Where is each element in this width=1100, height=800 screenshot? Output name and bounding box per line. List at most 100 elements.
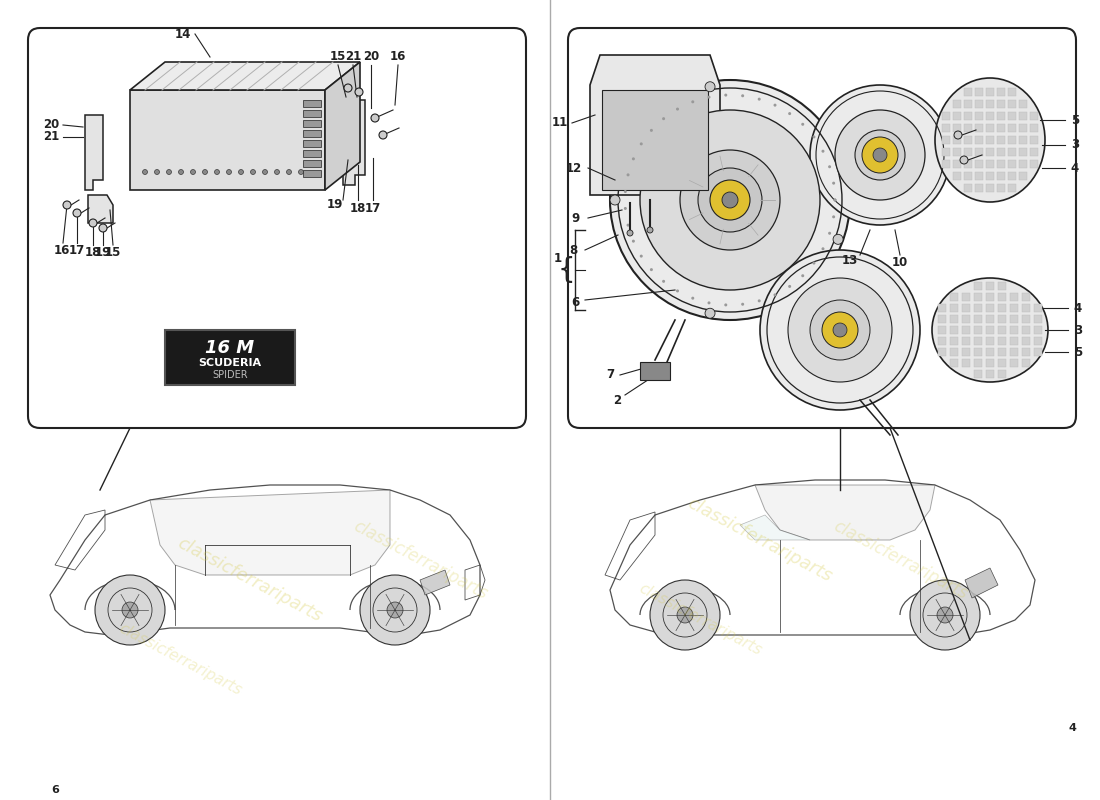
Text: 17: 17 xyxy=(69,245,85,258)
Circle shape xyxy=(862,137,898,173)
Circle shape xyxy=(154,170,160,174)
Circle shape xyxy=(631,158,635,160)
Text: SCUDERIA: SCUDERIA xyxy=(198,358,262,368)
Text: 17: 17 xyxy=(365,202,381,214)
Bar xyxy=(1008,172,1016,180)
Text: 21: 21 xyxy=(345,50,361,63)
Bar xyxy=(302,130,321,137)
Bar xyxy=(997,112,1005,120)
Polygon shape xyxy=(740,515,810,540)
Text: 1: 1 xyxy=(554,251,562,265)
Bar xyxy=(942,136,950,144)
Circle shape xyxy=(275,170,279,174)
Bar xyxy=(962,293,970,301)
Text: 4: 4 xyxy=(1074,302,1082,314)
Text: 12: 12 xyxy=(565,162,582,174)
Bar xyxy=(1019,148,1027,156)
Bar xyxy=(986,184,994,192)
Circle shape xyxy=(676,290,679,293)
Bar xyxy=(964,184,972,192)
Text: SPIDER: SPIDER xyxy=(212,370,248,380)
Bar xyxy=(1010,293,1018,301)
Bar xyxy=(953,172,961,180)
Circle shape xyxy=(610,195,620,205)
Circle shape xyxy=(724,94,727,97)
Bar xyxy=(1034,348,1042,356)
Circle shape xyxy=(640,142,642,146)
Bar xyxy=(986,359,994,367)
Bar xyxy=(997,184,1005,192)
Circle shape xyxy=(662,280,665,283)
Bar xyxy=(997,172,1005,180)
Circle shape xyxy=(828,166,832,168)
Bar xyxy=(964,136,972,144)
Bar xyxy=(975,88,983,96)
Circle shape xyxy=(724,303,727,306)
Circle shape xyxy=(834,198,836,202)
Text: 15: 15 xyxy=(330,50,346,63)
Text: 19: 19 xyxy=(95,246,111,259)
Bar xyxy=(975,124,983,132)
Bar xyxy=(997,136,1005,144)
Circle shape xyxy=(662,117,665,120)
Text: classicferrariparts: classicferrariparts xyxy=(636,582,764,658)
Circle shape xyxy=(676,607,693,623)
Text: 16 M: 16 M xyxy=(206,339,254,357)
Bar xyxy=(998,326,1006,334)
Bar xyxy=(964,148,972,156)
Bar xyxy=(964,124,972,132)
Text: 21: 21 xyxy=(43,130,59,143)
Circle shape xyxy=(758,98,761,101)
Polygon shape xyxy=(590,55,720,195)
Circle shape xyxy=(63,201,72,209)
Bar xyxy=(1008,136,1016,144)
Text: 6: 6 xyxy=(51,785,59,795)
Circle shape xyxy=(813,262,815,265)
Bar xyxy=(974,282,982,290)
Circle shape xyxy=(95,575,165,645)
Bar xyxy=(986,370,994,378)
Circle shape xyxy=(722,192,738,208)
Bar xyxy=(986,282,994,290)
Circle shape xyxy=(624,190,627,193)
Circle shape xyxy=(910,580,980,650)
Bar xyxy=(986,304,994,312)
Bar xyxy=(964,100,972,108)
Polygon shape xyxy=(602,90,708,190)
Circle shape xyxy=(937,607,953,623)
Circle shape xyxy=(834,198,836,202)
Bar xyxy=(974,293,982,301)
Bar xyxy=(1019,100,1027,108)
Text: classicferrariparts: classicferrariparts xyxy=(829,517,970,603)
Text: 16: 16 xyxy=(389,50,406,63)
Circle shape xyxy=(89,219,97,227)
Bar xyxy=(964,172,972,180)
Circle shape xyxy=(832,182,835,185)
Text: 5: 5 xyxy=(1071,114,1079,126)
Text: 7: 7 xyxy=(606,369,614,382)
Circle shape xyxy=(647,227,653,233)
Bar xyxy=(950,304,958,312)
Circle shape xyxy=(251,170,255,174)
Bar xyxy=(974,370,982,378)
Bar xyxy=(953,100,961,108)
Bar xyxy=(1022,315,1030,323)
Text: 15: 15 xyxy=(104,246,121,259)
Bar xyxy=(998,282,1006,290)
Bar xyxy=(962,359,970,367)
Circle shape xyxy=(741,302,745,306)
Circle shape xyxy=(698,168,762,232)
Circle shape xyxy=(788,278,892,382)
Text: 2: 2 xyxy=(613,394,621,406)
Circle shape xyxy=(801,122,804,126)
Bar xyxy=(986,124,994,132)
Bar xyxy=(1008,148,1016,156)
Bar xyxy=(998,304,1006,312)
Text: 14: 14 xyxy=(175,27,191,41)
Bar xyxy=(998,315,1006,323)
Circle shape xyxy=(833,234,843,244)
Bar xyxy=(1010,359,1018,367)
Circle shape xyxy=(650,580,721,650)
Ellipse shape xyxy=(935,78,1045,202)
Circle shape xyxy=(178,170,184,174)
